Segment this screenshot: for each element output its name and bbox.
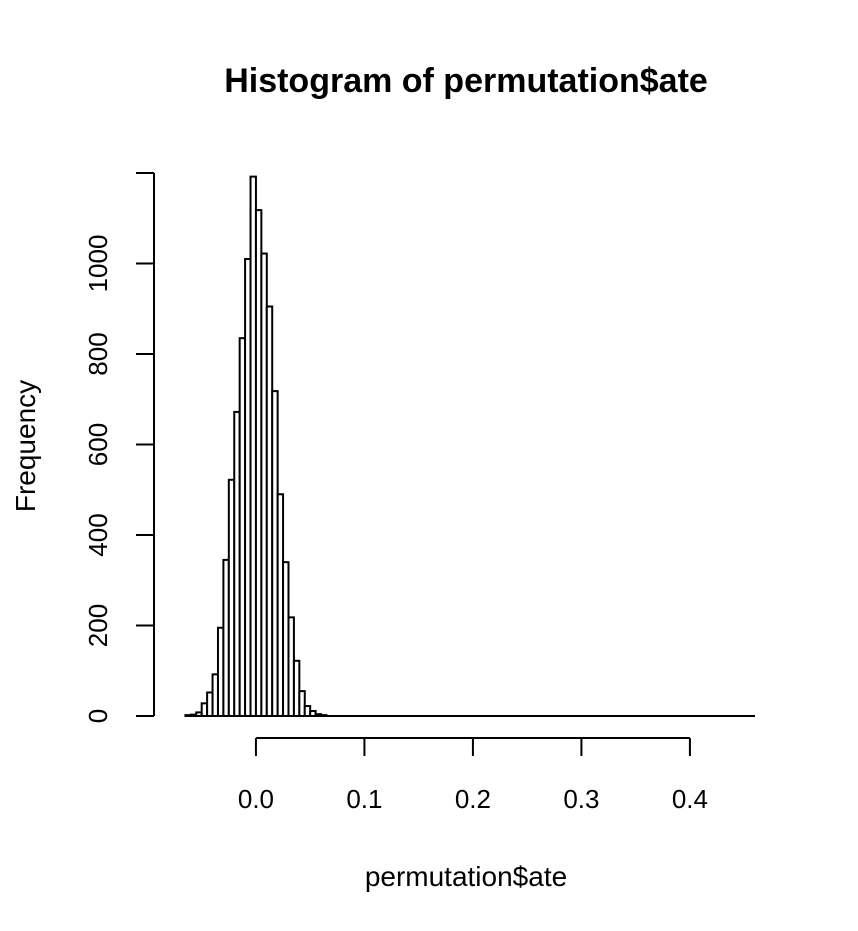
x-axis: 0.0 0.1 0.2 0.3 0.4 — [238, 737, 708, 814]
x-tick-label: 0.2 — [455, 784, 491, 814]
x-tick-label: 0.3 — [563, 784, 599, 814]
x-tick-label: 0.1 — [346, 784, 382, 814]
y-tick-label: 800 — [83, 332, 113, 375]
histogram-bar — [292, 659, 301, 717]
histogram-bar — [298, 690, 306, 717]
histogram-bars — [184, 175, 755, 718]
x-axis-label: permutation$ate — [365, 861, 567, 892]
y-tick-label: 0 — [83, 709, 113, 723]
y-tick-label: 200 — [83, 604, 113, 647]
histogram-bar — [320, 714, 328, 717]
x-tick-label: 0.4 — [672, 784, 708, 814]
x-tick-label: 0.0 — [238, 784, 274, 814]
y-axis-label: Frequency — [10, 380, 41, 512]
y-tick-label: 1000 — [83, 235, 113, 293]
y-tick-label: 400 — [83, 513, 113, 556]
chart-title: Histogram of permutation$ate — [224, 62, 708, 100]
y-axis: 0 200 400 600 800 1000 — [83, 172, 155, 723]
y-tick-label: 600 — [83, 423, 113, 466]
